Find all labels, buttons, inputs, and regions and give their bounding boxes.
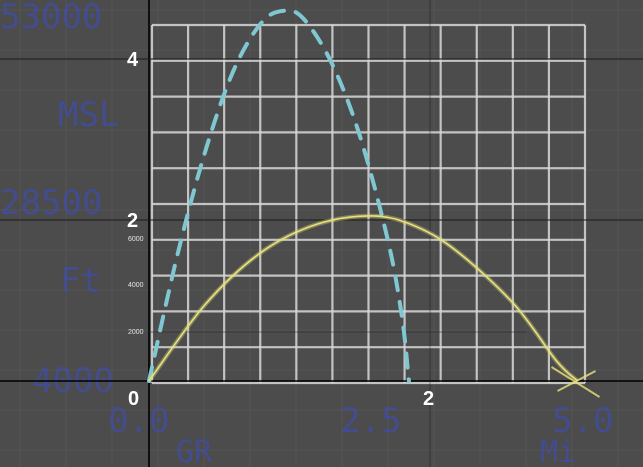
ghost-left-label-3: 28500 (0, 183, 102, 223)
series-1-point-5 (415, 226, 417, 228)
inner-y-tick-4000: 4000 (128, 282, 144, 289)
series-0-point-4 (261, 22, 263, 24)
y-tick-label-4: 4 (127, 49, 139, 71)
series-1-point-1 (204, 304, 206, 306)
ghost-left-label-4: Ft (60, 261, 101, 301)
series-0-point-6 (303, 18, 305, 20)
series-1-point-4 (373, 215, 375, 217)
series-line-1 (148, 215, 579, 382)
series-0-point-9 (387, 239, 389, 241)
x-tick-label-0: 0 (128, 388, 139, 410)
x-tick-label-2: 2 (423, 388, 434, 410)
ghost-left-label-1: 53000 (0, 0, 102, 37)
ghost-unit-mi: Mi (540, 435, 576, 467)
series-0-point-7 (331, 62, 333, 64)
y-tick-label-2: 2 (127, 210, 138, 232)
series-1-point-6 (457, 251, 459, 253)
series-0-point-11 (408, 380, 410, 382)
inner-y-tick-2000: 2000 (128, 329, 144, 336)
series-line-0 (147, 8, 411, 383)
ghost-left-label-2: MSL (58, 95, 119, 135)
series-1-point-9 (577, 380, 579, 382)
inner-y-tick-6000: 6000 (128, 236, 144, 243)
series-1-point-7 (514, 304, 516, 306)
series-0-point-3 (233, 70, 235, 72)
series-0-point-5 (283, 10, 285, 12)
series-1-point-2 (261, 251, 263, 253)
series-0-point-8 (359, 135, 361, 137)
series-0-point-10 (401, 316, 403, 318)
ghost-bottom-label-2: 2.5 (340, 401, 401, 441)
series-layer (147, 8, 601, 398)
series-1-point-0 (148, 380, 150, 382)
ghost-bottom-label-3: 5.0 (552, 401, 613, 441)
landing-mark (557, 370, 596, 392)
series-1-point-8 (556, 360, 558, 362)
series-0-point-1 (176, 255, 178, 257)
photo-grid (150, 23, 587, 385)
ghost-unit-gr: GR (176, 435, 213, 467)
series-1-point-3 (317, 223, 319, 225)
ghost-bottom-label-1: 0.0 (108, 401, 169, 441)
background-photo-labels: 53000 MSL 28500 Ft 4000 0.0 2.5 5.0 GR M… (0, 0, 613, 467)
series-0-point-2 (204, 151, 206, 153)
